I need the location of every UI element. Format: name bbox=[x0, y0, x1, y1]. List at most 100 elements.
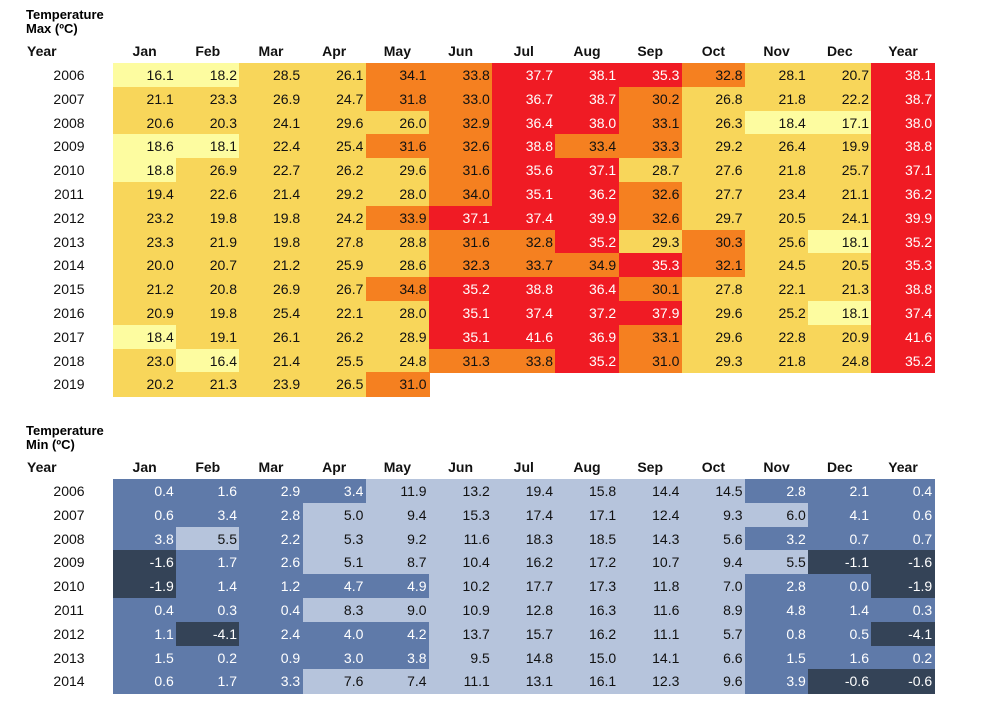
row-year-label: 2006 bbox=[53, 483, 85, 499]
table-cell: 37.2 bbox=[555, 301, 620, 326]
table-cell: 38.8 bbox=[871, 134, 936, 159]
table-cell: 16.3 bbox=[555, 598, 620, 623]
column-header-mar: Mar bbox=[258, 43, 284, 59]
table-cell: 1.4 bbox=[808, 598, 872, 623]
row-year-label: 2012 bbox=[53, 209, 85, 226]
table-cell: 0.6 bbox=[113, 502, 177, 528]
table-cell: 15.7 bbox=[492, 621, 556, 647]
table-cell: 24.8 bbox=[365, 348, 430, 373]
table-cell: 17.7 bbox=[492, 574, 556, 599]
table-cell: 18.6 bbox=[113, 134, 177, 159]
row-year-label: 2007 bbox=[53, 506, 85, 523]
table-cell: 7.6 bbox=[302, 669, 367, 694]
table-cell: 8.9 bbox=[681, 598, 746, 623]
table-cell: 27.8 bbox=[681, 277, 746, 302]
table-cell: 0.4 bbox=[113, 479, 177, 504]
column-header-year: Year bbox=[888, 43, 918, 59]
table-cell: -1.6 bbox=[871, 550, 936, 575]
column-header-year: Year bbox=[888, 459, 918, 475]
table-cell: 35.2 bbox=[871, 229, 936, 254]
table-cell: 4.2 bbox=[365, 621, 430, 647]
table-cell: 6.6 bbox=[681, 645, 746, 670]
table-cell: 3.8 bbox=[365, 645, 430, 670]
table-cell: 1.5 bbox=[745, 645, 809, 670]
table-cell: 0.5 bbox=[808, 621, 872, 647]
max-table-title: Temperature Max (ºC) bbox=[26, 8, 104, 36]
table-cell: 28.0 bbox=[365, 301, 430, 326]
table-cell: 4.1 bbox=[808, 502, 872, 528]
table-cell: 3.4 bbox=[176, 502, 240, 528]
row-year-label: 2008 bbox=[53, 114, 85, 131]
table-cell: 36.2 bbox=[555, 182, 620, 207]
table-cell: 32.6 bbox=[618, 182, 683, 207]
table-cell: 29.6 bbox=[365, 158, 430, 183]
table-cell: 21.1 bbox=[808, 182, 872, 207]
min-title-line-2: Min (ºC) bbox=[26, 437, 75, 452]
column-header-feb: Feb bbox=[195, 459, 221, 475]
column-header-dec: Dec bbox=[826, 459, 853, 475]
table-cell: 26.1 bbox=[239, 324, 304, 350]
column-header-apr: Apr bbox=[322, 43, 347, 59]
table-cell: 1.7 bbox=[176, 669, 240, 694]
table-cell: 27.8 bbox=[302, 229, 367, 254]
table-cell: 26.8 bbox=[681, 86, 746, 112]
table-cell: 17.3 bbox=[555, 574, 620, 599]
table-cell: 30.2 bbox=[618, 86, 683, 112]
table-cell: 30.1 bbox=[618, 277, 683, 302]
table-cell: 25.4 bbox=[239, 301, 304, 326]
table-cell: 22.6 bbox=[176, 182, 240, 207]
table-cell: -1.9 bbox=[871, 574, 936, 599]
column-header-may: May bbox=[383, 43, 411, 59]
table-cell: 38.0 bbox=[555, 110, 620, 135]
table-cell: 9.4 bbox=[681, 550, 746, 575]
table-cell: 33.7 bbox=[492, 253, 556, 278]
table-cell: 17.2 bbox=[555, 550, 620, 575]
max-title-line-1: Temperature bbox=[26, 7, 104, 22]
table-cell: 19.9 bbox=[808, 134, 872, 159]
table-cell: 31.6 bbox=[429, 158, 493, 183]
table-cell: 22.1 bbox=[745, 277, 809, 302]
table-cell: 10.2 bbox=[429, 574, 493, 599]
table-cell: 18.1 bbox=[808, 301, 872, 326]
table-cell: 26.7 bbox=[302, 277, 367, 302]
table-cell: 37.4 bbox=[492, 205, 556, 231]
table-cell: 17.1 bbox=[808, 110, 872, 135]
table-cell: 25.6 bbox=[745, 229, 809, 254]
column-header-jun: Jun bbox=[448, 43, 474, 59]
table-cell: 37.9 bbox=[618, 301, 683, 326]
table-cell: -4.1 bbox=[871, 621, 936, 647]
table-cell: 28.9 bbox=[365, 324, 430, 350]
table-cell: 32.1 bbox=[681, 253, 746, 278]
table-cell: 9.6 bbox=[681, 669, 746, 694]
table-cell: 11.1 bbox=[429, 669, 493, 694]
column-header-jan: Jan bbox=[132, 459, 157, 475]
table-cell: 25.2 bbox=[745, 301, 809, 326]
row-year-label: 2013 bbox=[53, 233, 85, 250]
year-column-header: Year bbox=[27, 459, 57, 475]
table-cell: 38.7 bbox=[871, 86, 936, 112]
table-cell: 29.6 bbox=[302, 110, 367, 135]
row-year-label: 2013 bbox=[53, 649, 85, 666]
table-cell: 11.8 bbox=[618, 574, 683, 599]
table-cell: -1.9 bbox=[113, 574, 177, 599]
table-cell: 28.1 bbox=[745, 63, 809, 88]
column-header-mar: Mar bbox=[258, 459, 284, 475]
min-table-title: Temperature Min (ºC) bbox=[26, 424, 104, 452]
table-cell: 29.3 bbox=[681, 348, 746, 373]
table-cell: 5.3 bbox=[302, 526, 367, 551]
table-cell: 0.4 bbox=[239, 598, 304, 623]
row-year-label: 2008 bbox=[53, 530, 85, 547]
table-cell: 14.8 bbox=[492, 645, 556, 670]
table-cell: 3.9 bbox=[745, 669, 809, 694]
table-cell: 10.4 bbox=[429, 550, 493, 575]
table-cell: 0.8 bbox=[745, 621, 809, 647]
table-cell: 5.5 bbox=[176, 526, 240, 551]
table-cell: 16.2 bbox=[555, 621, 620, 647]
table-cell: 22.1 bbox=[302, 301, 367, 326]
table-cell: 13.2 bbox=[429, 479, 493, 504]
column-header-aug: Aug bbox=[573, 43, 601, 59]
table-cell: 0.3 bbox=[176, 598, 240, 623]
table-cell: 23.3 bbox=[176, 86, 240, 112]
table-cell: 19.8 bbox=[239, 205, 304, 231]
table-cell: 28.8 bbox=[365, 229, 430, 254]
